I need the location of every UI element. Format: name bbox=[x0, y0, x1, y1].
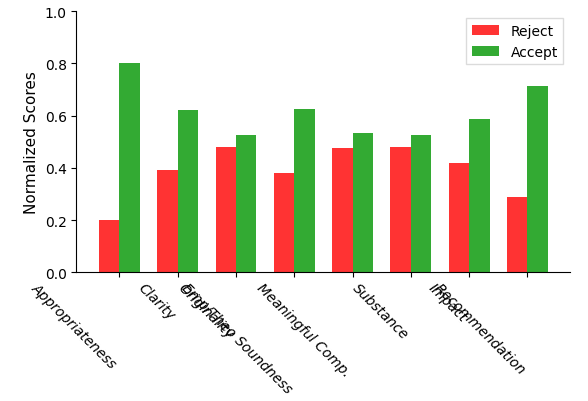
Y-axis label: Normalized Scores: Normalized Scores bbox=[24, 71, 39, 214]
Bar bbox=[411, 136, 431, 273]
Bar bbox=[294, 110, 315, 273]
Bar bbox=[119, 64, 140, 273]
Bar bbox=[332, 149, 353, 273]
Bar bbox=[274, 174, 294, 273]
Bar bbox=[236, 136, 256, 273]
Legend: Reject, Accept: Reject, Accept bbox=[466, 19, 563, 65]
Bar bbox=[527, 86, 548, 273]
Bar bbox=[469, 120, 490, 273]
Bar bbox=[353, 133, 373, 273]
Bar bbox=[178, 111, 198, 273]
Bar bbox=[449, 163, 469, 273]
Bar bbox=[390, 148, 411, 273]
Bar bbox=[157, 171, 178, 273]
Bar bbox=[99, 221, 119, 273]
Bar bbox=[507, 197, 527, 273]
Bar bbox=[216, 148, 236, 273]
